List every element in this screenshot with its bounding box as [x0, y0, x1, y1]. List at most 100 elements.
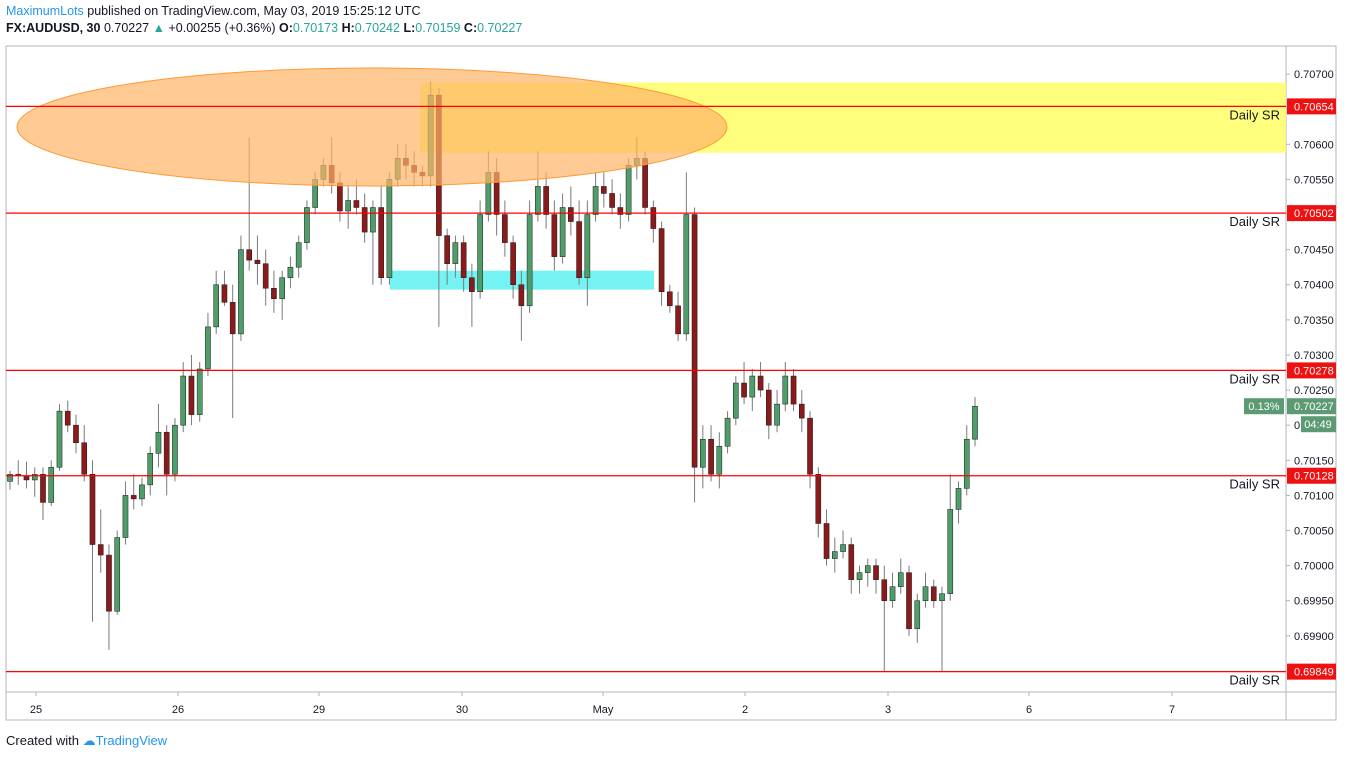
candle [73, 414, 79, 454]
pct-badge [1244, 398, 1284, 415]
candle-body [930, 586, 937, 601]
published-text: published on TradingView.com, May 03, 20… [87, 4, 421, 18]
candle-body [254, 259, 261, 264]
candle [345, 186, 351, 229]
candle [963, 425, 970, 496]
candle [790, 369, 797, 412]
candle-body [897, 572, 904, 587]
candle [386, 172, 393, 285]
candle [856, 565, 863, 594]
symbol[interactable]: FX:AUDUSD, 30 [6, 21, 101, 35]
candle [576, 200, 582, 285]
candle [106, 544, 112, 650]
candle-body [469, 277, 475, 293]
candle-body [576, 221, 582, 278]
candle [31, 467, 38, 497]
plot-frame [5, 45, 1337, 721]
candle [279, 270, 285, 320]
candle-body [97, 544, 104, 556]
author-link[interactable]: MaximumLots [6, 4, 84, 18]
candle-body [708, 438, 714, 475]
candle [691, 207, 698, 503]
candle [262, 249, 269, 306]
candle [683, 172, 690, 341]
candle-body [831, 551, 838, 559]
candle-body [889, 586, 896, 601]
candle-body [361, 207, 368, 233]
candle-body [972, 405, 978, 440]
candle [469, 263, 475, 327]
footer: Created with ☁TradingView [6, 733, 167, 749]
candle [7, 470, 13, 490]
candle [205, 312, 211, 377]
candle [815, 467, 822, 538]
candle-body [205, 326, 211, 370]
candle-body [378, 207, 384, 278]
candle-body [31, 474, 38, 481]
candle-body [89, 474, 96, 545]
candle [922, 572, 929, 608]
sr-text: Daily SR [1229, 214, 1280, 229]
candle [592, 172, 599, 222]
candle [155, 404, 162, 468]
y-tick-label: 0.70250 [1294, 385, 1334, 397]
candle-body [922, 586, 929, 601]
candle [782, 361, 789, 412]
y-tick-label: 0.70550 [1294, 174, 1334, 186]
y-tick-label: 0.70050 [1294, 526, 1334, 538]
x-tick-label: 25 [30, 704, 42, 716]
candle [452, 235, 459, 278]
x-tick-label: 30 [456, 704, 468, 716]
time-axis[interactable]: 25 26 29 30 May 2 3 6 7 [30, 692, 1175, 716]
candle-body [559, 207, 566, 257]
y-tick-label: 0.70350 [1294, 315, 1334, 327]
candle [724, 411, 731, 454]
sr-text: Daily SR [1229, 673, 1280, 688]
candle [130, 474, 137, 510]
low-label: L: [403, 21, 416, 35]
candle [81, 425, 88, 482]
candle [741, 361, 747, 405]
price-axis[interactable]: 0.707000.706500.706000.705500.705000.704… [1286, 69, 1336, 680]
candle [378, 186, 384, 285]
candle-body [229, 302, 236, 335]
candle-body [221, 284, 228, 303]
candle [889, 572, 896, 608]
x-tick-label: 29 [313, 704, 325, 716]
candle-body [584, 214, 591, 278]
sr-axis-label: 0.70278 [1294, 365, 1334, 377]
candle-body [279, 277, 285, 300]
sr-axis-label: 0.70654 [1294, 101, 1334, 113]
y-tick-label: 0.70450 [1294, 245, 1334, 257]
candle [798, 390, 805, 433]
up-arrow-icon: ▲ [152, 21, 165, 35]
sr-axis-badge [1287, 663, 1336, 680]
candle-body [963, 438, 970, 489]
close-label: C: [463, 21, 478, 35]
sr-text: Daily SR [1229, 107, 1280, 122]
candle [873, 558, 879, 594]
candle [460, 235, 467, 292]
tradingview-link[interactable]: TradingView [95, 733, 168, 748]
candle [675, 291, 681, 341]
sr-axis-label: 0.70128 [1294, 471, 1334, 483]
last-price: 0.70227 [103, 21, 150, 35]
candle-body [477, 214, 483, 293]
candle-body [683, 214, 690, 335]
candle [955, 481, 962, 524]
candle-body [238, 249, 244, 335]
candle-body [163, 431, 170, 475]
x-tick-label: May [593, 704, 614, 716]
candle-body [130, 495, 137, 500]
candle-body [180, 375, 187, 426]
candle-body [939, 593, 945, 601]
y-tick-label: 0.69900 [1294, 631, 1334, 643]
candle [559, 193, 566, 264]
candle-body [716, 445, 723, 475]
candle-body [139, 484, 145, 500]
candle-body [856, 572, 863, 580]
candle [147, 446, 154, 496]
y-tick-label: 0.70000 [1294, 561, 1334, 573]
candle [163, 425, 170, 496]
